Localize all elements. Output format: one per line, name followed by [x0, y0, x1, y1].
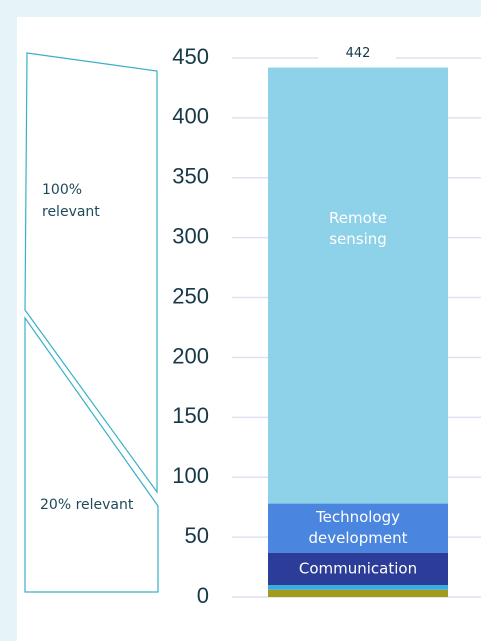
segment-label: Remote sensing [329, 209, 387, 248]
bar-segment [268, 552, 448, 586]
segment-label: Technology development [308, 508, 408, 548]
bar-segment [268, 589, 448, 597]
y-tick-label: 400 [172, 104, 209, 129]
y-tick-label: 100 [172, 463, 209, 488]
bar-segment [268, 585, 448, 590]
bracket-100 [24, 52, 158, 494]
y-tick-label: 150 [172, 403, 209, 428]
y-tick-label: 50 [185, 523, 209, 548]
bar-segment [268, 503, 448, 553]
total-label: 442 [346, 46, 371, 61]
y-tick-label: 350 [172, 164, 209, 189]
annotation: 100% relevant [42, 182, 100, 220]
y-tick-label: 450 [172, 44, 209, 69]
y-tick-label: 200 [172, 343, 209, 368]
bracket-20 [24, 316, 159, 593]
y-tick-label: 300 [172, 223, 209, 248]
y-tick-label: 0 [197, 583, 209, 608]
annotation: 20% relevant [40, 497, 134, 513]
segment-label: Communication [298, 559, 418, 578]
y-tick-label: 250 [172, 283, 209, 308]
total-label-bg [318, 43, 396, 64]
bar-segment [268, 67, 448, 504]
